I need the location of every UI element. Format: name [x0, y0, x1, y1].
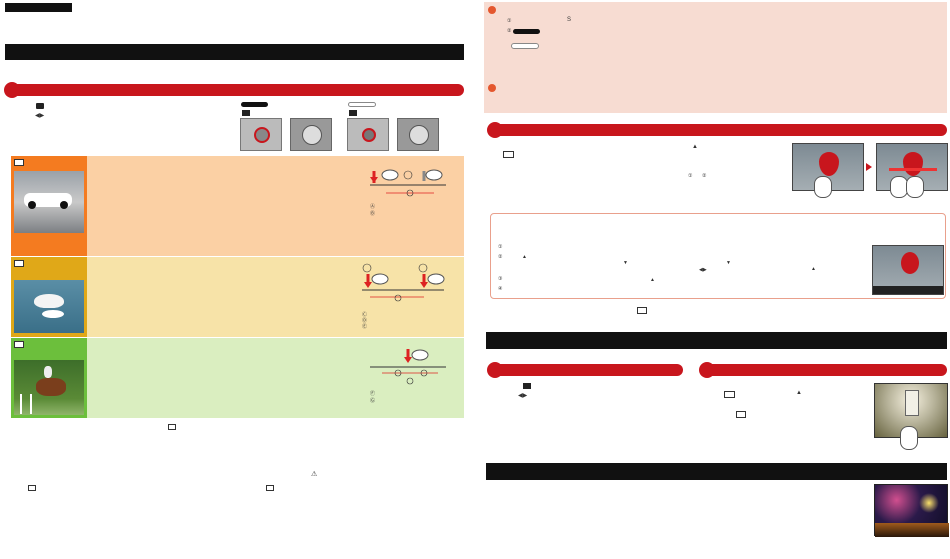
touch-hand-icon: [906, 176, 924, 198]
header-tab: [5, 3, 72, 12]
step-bar: [495, 364, 683, 376]
scene-icon: [503, 151, 514, 158]
tip-item-4: ④: [498, 286, 503, 292]
tip-item-3: ③: [498, 276, 503, 282]
legend-c: Ⓒ: [362, 312, 368, 318]
legend-f: Ⓕ: [370, 391, 376, 397]
car-thumb: [14, 171, 84, 233]
scene-icon: [266, 485, 274, 491]
arrow-lr-icon: ◀▶: [35, 113, 45, 119]
scene-icon: [349, 110, 357, 116]
arrow-up-icon: ▲: [796, 390, 802, 396]
horse-thumb: [14, 360, 84, 415]
note-letter-s: S: [567, 17, 572, 23]
warning-icon: [488, 6, 496, 14]
touch-hand-icon: [814, 176, 832, 198]
warning-icon: ⚠: [311, 471, 318, 478]
tip-item-1: ①: [498, 244, 503, 250]
balloon-thumb: [792, 143, 864, 191]
scene-icon: [36, 103, 44, 109]
step-bar: [12, 84, 464, 96]
scene-icon: [14, 159, 24, 166]
tip-item-2: ②: [498, 254, 503, 260]
step-bar: [707, 364, 947, 376]
scene-icon: [14, 260, 24, 267]
model-label-dark: [241, 102, 268, 107]
scene-icon: [724, 391, 735, 398]
focus-diagram-2: [362, 263, 445, 302]
dial-icon: [397, 118, 439, 151]
step-bar: [495, 124, 947, 136]
scene-icon: [28, 485, 36, 491]
bird-thumb: [14, 280, 84, 333]
camera-body-icon: [347, 118, 389, 151]
tip-up-icon: ▲: [650, 277, 655, 283]
legend-d: Ⓓ: [362, 318, 368, 324]
note-light-label: [511, 43, 539, 49]
scene-icon: [14, 341, 24, 348]
focus-diagram-1: [370, 169, 446, 197]
scene-icon: [736, 411, 746, 418]
tip-box: [490, 213, 946, 299]
note-item-1-number: ①: [507, 18, 512, 24]
focus-diagram-3: [370, 349, 446, 385]
camera-body-icon: [240, 118, 282, 151]
touch-hand-icon: [900, 426, 918, 450]
dial-icon: [290, 118, 332, 151]
section-title-bar: [5, 44, 464, 60]
note-dark-label: [513, 29, 540, 34]
note-item-2-number: ②: [507, 28, 512, 34]
legend-a: Ⓐ: [370, 204, 376, 210]
tip-up-icon: ▲: [811, 266, 816, 272]
scene-icon: [523, 383, 531, 389]
scene-icon: [168, 424, 176, 430]
scene-icon: [637, 307, 647, 314]
tip-lr-icon: ◀▶: [699, 267, 707, 273]
tip-down-icon: ▼: [623, 260, 628, 266]
section-title-bar: [486, 332, 947, 349]
balloon-thumb: [872, 245, 944, 295]
arrow-right-icon: [866, 163, 872, 171]
legend-e: Ⓔ: [362, 324, 368, 330]
section-title-bar: [486, 463, 947, 480]
fireworks-thumb: [874, 484, 949, 537]
arrow-lr-icon: ◀▶: [518, 393, 528, 399]
model-label-light: [348, 102, 376, 107]
scene-icon: [242, 110, 250, 116]
dial-2-icon: ②: [702, 173, 707, 179]
legend-b: Ⓑ: [370, 211, 376, 217]
arrow-up-icon: ▲: [692, 144, 698, 150]
legend-g: Ⓖ: [370, 398, 376, 404]
note-box: [484, 2, 947, 113]
warning-icon: [488, 84, 496, 92]
dial-1-icon: ①: [688, 173, 693, 179]
tip-down-icon: ▼: [726, 260, 731, 266]
tip-up-icon: ▲: [522, 254, 527, 260]
